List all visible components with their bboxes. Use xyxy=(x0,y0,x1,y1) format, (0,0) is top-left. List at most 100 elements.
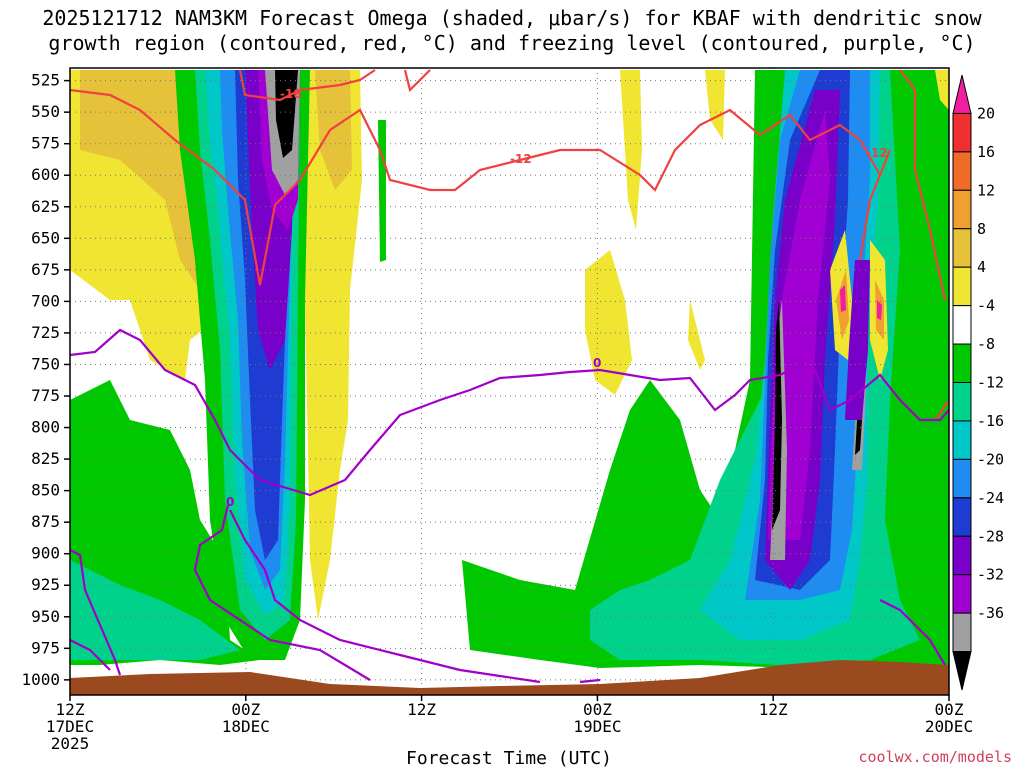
omega-region xyxy=(275,70,298,158)
y-tick-label: 700 xyxy=(31,291,60,310)
dgz-contour xyxy=(238,69,376,102)
omega-region xyxy=(840,285,846,312)
colorbar-swatch xyxy=(952,497,972,537)
freezing-contour xyxy=(193,504,371,681)
colorbar-label: 16 xyxy=(977,143,995,161)
y-tick-label: 900 xyxy=(31,544,60,563)
omega-region xyxy=(845,260,870,420)
x-axis-title: Forecast Time (UTC) xyxy=(406,748,612,768)
omega-region xyxy=(705,70,725,140)
colorbar-swatch xyxy=(952,266,972,307)
plot-frame xyxy=(69,67,950,696)
x-tick-label: 2025 xyxy=(51,734,90,753)
omega-region xyxy=(300,70,362,620)
chart-title-line1: 2025121712 NAM3KM Forecast Omega (shaded… xyxy=(42,6,982,30)
x-tick-label: 17DEC xyxy=(46,717,94,736)
dgz-contour xyxy=(69,88,892,286)
colorbar-swatch xyxy=(952,305,972,345)
colorbar-swatch xyxy=(952,189,972,230)
omega-region xyxy=(70,560,240,660)
plot-area: -18 -12 -12 0 0 xyxy=(69,67,950,696)
colorbar-swatch xyxy=(952,651,972,691)
y-tick-label: 750 xyxy=(31,354,60,373)
y-axis: 525 550 575 600 625 650 675 700 725 750 775 800 825 8… xyxy=(21,71,70,689)
x-tick-label: 12Z xyxy=(407,700,436,719)
omega-region xyxy=(935,70,949,110)
freezing-contour xyxy=(69,328,950,497)
x-tick-label: 00Z xyxy=(231,700,260,719)
y-tick-label: 575 xyxy=(31,134,60,153)
x-tick-label: 12Z xyxy=(56,700,85,719)
omega-region xyxy=(378,120,386,262)
x-tick-label: 12Z xyxy=(759,700,788,719)
terrain-surface xyxy=(70,660,949,695)
colorbar-label: -32 xyxy=(977,566,1004,584)
colorbar-label: -36 xyxy=(977,604,1004,622)
colorbar-swatch xyxy=(952,112,972,153)
y-tick-label: 825 xyxy=(31,449,60,468)
colorbar-swatch xyxy=(952,151,972,191)
y-tick-label: 800 xyxy=(31,418,60,437)
omega-region xyxy=(585,250,632,395)
colorbar-label: -12 xyxy=(977,374,1004,392)
colorbar-label: 12 xyxy=(977,181,995,199)
colorbar-label: -28 xyxy=(977,527,1004,545)
x-tick-label: 19DEC xyxy=(573,717,621,736)
colorbar-label: -4 xyxy=(977,297,995,315)
y-tick-label: 550 xyxy=(31,102,60,121)
colorbar-swatch xyxy=(952,420,972,460)
y-tick-label: 650 xyxy=(31,228,60,247)
colorbar-label: 4 xyxy=(977,258,986,276)
y-tick-label: 525 xyxy=(31,71,60,90)
dgz-contour xyxy=(403,69,431,93)
frz-label-zero-b: 0 xyxy=(226,495,234,509)
colorbar-swatch xyxy=(952,574,972,614)
freezing-contour xyxy=(229,509,541,684)
colorbar-swatch xyxy=(952,343,972,383)
colorbar-label: -16 xyxy=(977,412,1004,430)
y-tick-label: 600 xyxy=(31,165,60,184)
colorbar-label: 8 xyxy=(977,220,986,238)
freezing-contour xyxy=(69,549,122,676)
y-tick-label: 675 xyxy=(31,260,60,279)
y-tick-label: 1000 xyxy=(21,670,60,689)
freezing-contour xyxy=(69,639,111,671)
dgz-label-minus12-b: -12 xyxy=(866,146,888,160)
omega-region xyxy=(772,300,782,530)
colorbar-swatch xyxy=(952,612,972,653)
dgz-label-minus12: -12 xyxy=(510,152,532,166)
frz-label-zero: 0 xyxy=(593,356,601,370)
y-tick-label: 975 xyxy=(31,638,60,657)
colorbar-swatch xyxy=(952,228,972,268)
chart-title-line2: growth region (contoured, red, °C) and f… xyxy=(48,31,975,55)
colorbar-swatch xyxy=(952,382,972,422)
y-tick-label: 950 xyxy=(31,607,60,626)
freezing-level-contours xyxy=(69,328,950,684)
freezing-contour xyxy=(879,599,946,666)
dgz-contour xyxy=(934,399,950,421)
colorbar-label: -24 xyxy=(977,489,1004,507)
credit-text: coolwx.com/models xyxy=(858,748,1012,766)
colorbar-label: 20 xyxy=(977,104,995,122)
dgz-contours xyxy=(69,69,950,421)
omega-region xyxy=(688,300,705,370)
omega-region xyxy=(315,70,352,190)
x-tick-label: 20DEC xyxy=(925,717,973,736)
x-tick-label: 00Z xyxy=(935,700,964,719)
y-tick-label: 775 xyxy=(31,386,60,405)
y-tick-label: 875 xyxy=(31,512,60,531)
y-tick-label: 925 xyxy=(31,575,60,594)
y-tick-label: 850 xyxy=(31,481,60,500)
colorbar-swatch xyxy=(952,74,972,114)
colorbar-swatch xyxy=(952,535,972,576)
colorbar-swatch xyxy=(952,458,972,499)
y-tick-label: 725 xyxy=(31,323,60,342)
omega-region xyxy=(877,300,882,320)
dgz-label-minus18: -18 xyxy=(280,87,302,101)
omega-shading xyxy=(70,70,949,670)
y-tick-label: 625 xyxy=(31,197,60,216)
colorbar: 20 16 12 8 4 -4 -8 -12 -16 -20 -24 -28 -32 -36 xyxy=(952,74,1004,691)
colorbar-label: -8 xyxy=(977,335,995,353)
